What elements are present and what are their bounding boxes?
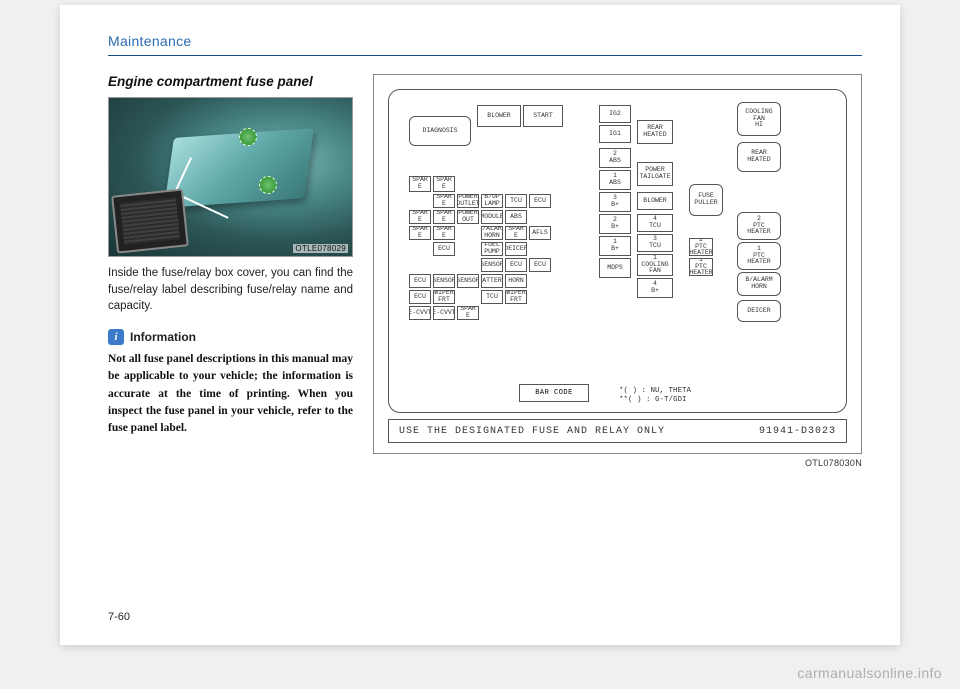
fuse-cell: ECU	[409, 290, 431, 304]
fuse-cell: B/ALARM HORN	[737, 272, 781, 296]
fuse-cell: FUSE PULLER	[689, 184, 723, 216]
fuse-cell: BLOWER	[477, 105, 521, 127]
left-column: Engine compartment fuse panel OTLE078029…	[108, 74, 353, 468]
fuse-cell: POWER TAILGATE	[637, 162, 673, 186]
fuse-cell: HORN	[505, 274, 527, 288]
diagram-code: OTL078030N	[373, 458, 862, 468]
fuse-cell: IG1	[599, 125, 631, 143]
fuse-cell: MDPS	[599, 258, 631, 278]
info-icon: i	[108, 329, 124, 345]
arrow-icon	[239, 128, 257, 146]
fuse-cell: ECU	[529, 258, 551, 272]
fuse-cell: SPAR E	[457, 306, 479, 320]
fuse-cell: 3 B+	[599, 192, 631, 212]
fuse-cell: SENSOR	[457, 274, 479, 288]
fuse-cell: FUEL PUMP	[481, 242, 503, 256]
diagram-footnote: *( ) : NU, THETA **( ) : G-T/GDI	[619, 387, 691, 407]
fuse-cell: 2 ABS	[599, 148, 631, 168]
fuse-cell: SENSOR	[433, 274, 455, 288]
fuse-cell: BATTERY	[481, 274, 503, 288]
fuse-cell: SPAR E	[433, 194, 455, 208]
fuse-cell: 1 B+	[599, 236, 631, 256]
fuse-grid: BAR CODE *( ) : NU, THETA **( ) : G-T/GD…	[388, 89, 847, 413]
article-title: Engine compartment fuse panel	[108, 74, 353, 89]
fuse-cell: WIPER FRT	[505, 290, 527, 304]
fuse-cell: SPAR E	[409, 226, 431, 240]
fuse-cell: 3 TCU	[637, 234, 673, 252]
fuse-cell: COOLING FAN HI	[737, 102, 781, 136]
fuse-cell: POWER OUT	[457, 210, 479, 224]
fuse-cell: SPAR E	[433, 226, 455, 240]
fuse-cell: ECU	[409, 274, 431, 288]
footnote-line: *( ) : NU, THETA	[619, 387, 691, 397]
arrow-icon	[259, 176, 277, 194]
fuse-panel-diagram: BAR CODE *( ) : NU, THETA **( ) : G-T/GD…	[373, 74, 862, 454]
fuse-cell: ECU	[529, 194, 551, 208]
fuse-cell: SPAR E	[505, 226, 527, 240]
info-label: Information	[130, 330, 196, 344]
page-number: 7-60	[108, 611, 130, 623]
fuse-cell: 4 B+	[637, 278, 673, 298]
fuse-cell: SENSOR	[481, 258, 503, 272]
fuse-cell: B/ALARM HORN	[481, 226, 503, 240]
fuse-cell: E-CVVT	[409, 306, 431, 320]
fuse-cell: DIAGNOSIS	[409, 116, 471, 146]
page-header: Maintenance	[108, 33, 862, 56]
fuse-cell: 4 TCU	[637, 214, 673, 232]
fuse-cell: 1 ABS	[599, 170, 631, 190]
section-title: Maintenance	[108, 33, 862, 49]
fuse-cell: BLOWER	[637, 192, 673, 210]
fuse-cell: START	[523, 105, 563, 127]
fuse-cell: IG2	[599, 105, 631, 123]
fuse-cell: MODULE	[481, 210, 503, 224]
fuse-cell: SPAR E	[409, 176, 431, 192]
fuse-cell: 2 B+	[599, 214, 631, 234]
fuse-cell: AFLS	[529, 226, 551, 240]
fuse-cell: 1 PTC HEATER	[737, 242, 781, 270]
information-text: Not all fuse panel descriptions in this …	[108, 351, 353, 437]
photo-code: OTLE078029	[293, 244, 348, 253]
fuse-cell: SPAR E	[433, 176, 455, 192]
manual-page: Maintenance Engine compartment fuse pane…	[60, 5, 900, 645]
fuse-label-zoom	[111, 188, 189, 253]
fuse-cell: DEICER	[505, 242, 527, 256]
barcode-box: BAR CODE	[519, 384, 589, 402]
article-body: Inside the fuse/relay box cover, you can…	[108, 265, 353, 315]
bottom-bar-partno: 91941-D3023	[759, 426, 836, 437]
information-header: i Information	[108, 329, 353, 345]
right-column: BAR CODE *( ) : NU, THETA **( ) : G-T/GD…	[373, 74, 862, 468]
fuse-cell: WIPER FRT	[433, 290, 455, 304]
engine-photo: OTLE078029	[108, 97, 353, 257]
fuse-cell: REAR HEATED	[737, 142, 781, 172]
fuse-cell: SPAR E	[433, 210, 455, 224]
fuse-cell: 1 COOLING FAN	[637, 254, 673, 276]
fuse-cell: TCU	[505, 194, 527, 208]
watermark: carmanualsonline.info	[797, 665, 942, 681]
fuse-cell: TCU	[481, 290, 503, 304]
fuse-cell: E-CVVT	[433, 306, 455, 320]
fuse-cell: B/UP LAMP	[481, 194, 503, 208]
content-columns: Engine compartment fuse panel OTLE078029…	[108, 74, 862, 468]
fuse-cell: POWER OUTLET	[457, 194, 479, 208]
fuse-cell: 2 PTC HEATER	[737, 212, 781, 240]
footnote-line: **( ) : G-T/GDI	[619, 396, 691, 406]
fuse-cell: ECU	[505, 258, 527, 272]
fuse-cell: 1 PTC HEATER	[689, 258, 713, 276]
bottom-bar-text: USE THE DESIGNATED FUSE AND RELAY ONLY	[399, 426, 665, 437]
fuse-cell: 2 PTC HEATER	[689, 238, 713, 256]
fuse-cell: ABS	[505, 210, 527, 224]
fuse-cell: REAR HEATED	[637, 120, 673, 144]
fuse-cell: DEICER	[737, 300, 781, 322]
fuse-cell: ECU	[433, 242, 455, 256]
diagram-bottom-bar: USE THE DESIGNATED FUSE AND RELAY ONLY 9…	[388, 419, 847, 443]
fuse-cell: SPAR E	[409, 210, 431, 224]
